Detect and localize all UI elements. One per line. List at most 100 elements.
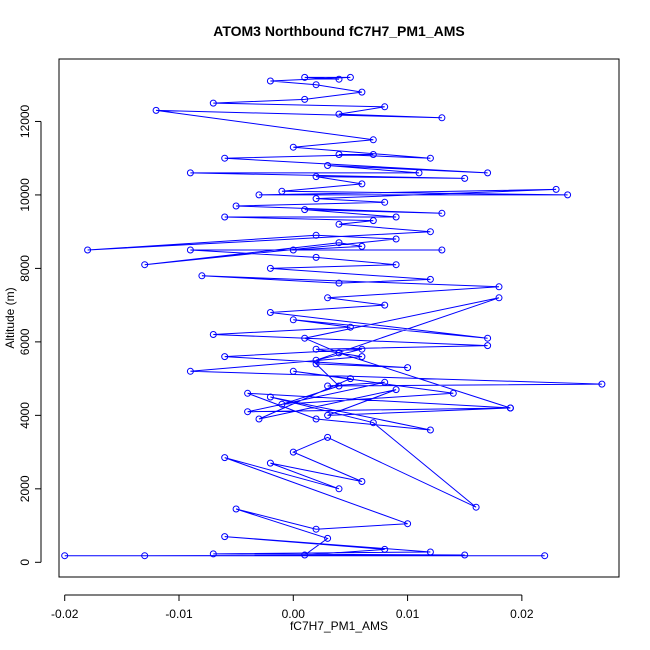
data-point	[301, 73, 309, 81]
data-point	[552, 185, 560, 193]
x-tick-label: -0.01	[165, 607, 193, 621]
data-point	[301, 551, 309, 559]
data-point	[346, 375, 354, 383]
data-point	[244, 408, 252, 416]
data-point	[186, 169, 194, 177]
data-point	[209, 550, 217, 558]
data-point	[312, 173, 320, 181]
data-point	[392, 261, 400, 269]
data-point	[312, 525, 320, 533]
data-point	[495, 294, 503, 302]
data-point	[221, 353, 229, 361]
chart-title: ATOM3 Northbound fC7H7_PM1_AMS	[213, 23, 465, 39]
data-point	[461, 174, 469, 182]
data-point	[438, 209, 446, 217]
data-point	[141, 552, 149, 560]
data-point	[324, 162, 332, 169]
data-point	[358, 345, 366, 353]
data-point	[255, 191, 263, 199]
data-point	[324, 433, 332, 441]
data-point	[472, 503, 480, 511]
x-tick-label: 0.02	[510, 607, 534, 621]
data-point	[312, 415, 320, 423]
data-point	[381, 301, 389, 309]
data-point	[312, 253, 320, 261]
plot-area	[61, 73, 606, 560]
data-point	[564, 191, 572, 199]
data-point	[598, 380, 606, 388]
data-point	[369, 151, 377, 158]
data-point	[346, 323, 354, 331]
data-point	[392, 235, 400, 243]
data-point	[335, 349, 343, 357]
data-point	[289, 367, 297, 375]
data-point	[232, 505, 240, 513]
data-point	[141, 261, 149, 269]
data-point	[84, 246, 92, 254]
data-point	[266, 459, 274, 467]
data-point	[335, 220, 343, 228]
data-point	[426, 275, 434, 283]
data-point	[301, 206, 309, 214]
y-axis: 0 2000 4000 6000 8000 10000 12000	[18, 104, 42, 566]
data-point	[221, 154, 229, 162]
y-tick-label: 2000	[18, 475, 32, 502]
data-point	[324, 382, 332, 390]
data-point	[221, 213, 229, 221]
data-point	[381, 198, 389, 206]
data-point	[232, 202, 240, 210]
data-point	[484, 169, 492, 177]
data-point	[358, 180, 366, 188]
data-point	[278, 400, 286, 408]
data-point	[404, 364, 412, 372]
data-point	[426, 228, 434, 236]
data-point	[266, 264, 274, 272]
data-point	[312, 356, 320, 364]
data-point	[335, 75, 343, 83]
data-point	[289, 246, 297, 254]
data-point	[381, 103, 389, 111]
data-point	[312, 345, 320, 353]
data-point	[312, 195, 320, 203]
data-point	[426, 426, 434, 434]
data-point	[209, 99, 217, 107]
series-line	[64, 76, 602, 557]
data-point	[381, 545, 389, 553]
data-point	[426, 548, 434, 556]
x-tick-label: 0.01	[396, 607, 420, 621]
x-tick-label: -0.02	[51, 607, 79, 621]
y-tick-label: 6000	[18, 328, 32, 355]
data-point	[484, 334, 492, 342]
data-point	[301, 95, 309, 103]
y-tick-label: 12000	[18, 104, 32, 138]
data-point	[369, 217, 377, 225]
data-point	[289, 448, 297, 456]
data-point	[335, 151, 343, 158]
data-point	[506, 404, 514, 412]
data-point	[312, 81, 320, 89]
data-point	[335, 382, 343, 390]
data-point	[346, 73, 354, 81]
data-point	[278, 187, 286, 195]
data-point	[369, 136, 377, 144]
y-tick-label: 10000	[18, 178, 32, 212]
data-point	[358, 242, 366, 250]
x-axis-label: fC7H7_PM1_AMS	[290, 619, 388, 633]
data-point	[266, 309, 274, 316]
data-point	[426, 154, 434, 162]
data-point	[438, 114, 446, 122]
data-point	[221, 454, 229, 462]
data-point	[312, 231, 320, 239]
data-point	[541, 552, 549, 560]
data-point	[392, 386, 400, 394]
data-point	[221, 533, 229, 541]
data-point	[404, 520, 412, 528]
data-point	[312, 360, 320, 368]
data-point	[461, 551, 469, 559]
y-tick-label: 0	[18, 559, 32, 566]
data-point	[244, 389, 252, 397]
data-point	[198, 272, 206, 280]
data-point	[358, 88, 366, 96]
